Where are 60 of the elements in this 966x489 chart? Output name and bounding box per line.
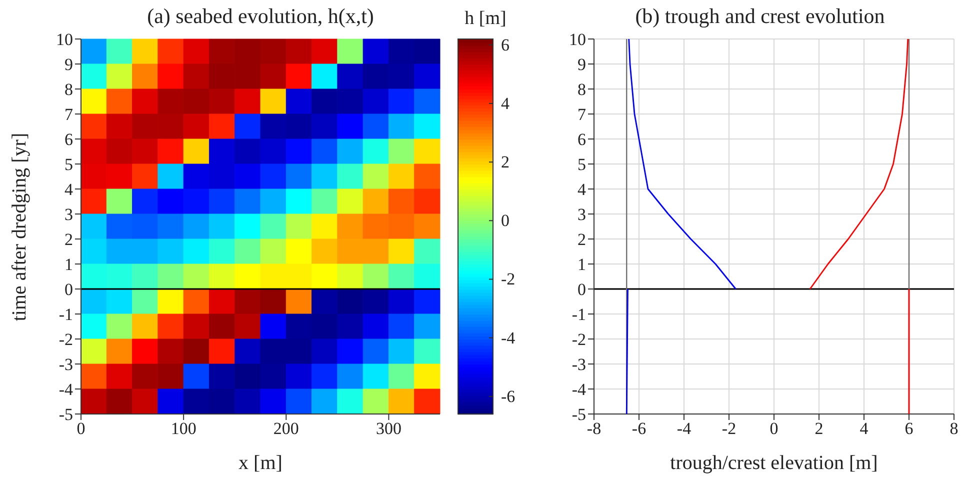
y-tick-label: 10 bbox=[56, 30, 73, 50]
y-tick-label: 3 bbox=[64, 205, 73, 224]
x-tick-label: 100 bbox=[170, 419, 196, 438]
y-tick-label: -2 bbox=[572, 330, 586, 350]
y-tick-label: -5 bbox=[58, 405, 73, 424]
y-tick-label: -3 bbox=[572, 355, 586, 374]
x-tick-label: 8 bbox=[950, 419, 958, 438]
y-tick-label: 4 bbox=[64, 180, 74, 200]
x-tick-label: 4 bbox=[860, 419, 869, 438]
line-series bbox=[628, 39, 736, 290]
x-axis-title: trough/crest elevation [m] bbox=[669, 452, 879, 475]
y-tick-label: 7 bbox=[64, 105, 74, 124]
y-tick-label: -5 bbox=[572, 405, 586, 424]
chart-title: (b) trough and crest evolution bbox=[634, 4, 886, 29]
y-tick-label: 9 bbox=[64, 55, 73, 74]
y-tick-label: -2 bbox=[58, 330, 73, 350]
y-tick-label: 8 bbox=[64, 80, 73, 100]
y-axis-title: time after dredging [yr] bbox=[8, 132, 32, 321]
y-tick-label: 2 bbox=[578, 230, 586, 250]
chart-title: (a) seabed evolution, h(x,t) bbox=[146, 4, 375, 29]
x-tick-label: 300 bbox=[376, 419, 402, 438]
x-tick-label: 200 bbox=[273, 419, 299, 438]
y-tick-label: 5 bbox=[64, 155, 73, 174]
color-bar-label: -2 bbox=[501, 270, 516, 289]
y-tick-label: 0 bbox=[64, 280, 73, 300]
y-tick-label: 2 bbox=[64, 230, 73, 250]
y-tick-label: -4 bbox=[572, 380, 586, 400]
y-tick-label: 6 bbox=[64, 130, 73, 150]
y-tick-label: 8 bbox=[578, 80, 586, 100]
x-tick-label: 6 bbox=[904, 419, 914, 438]
y-tick-label: 4 bbox=[578, 180, 586, 200]
color-bar-label: 2 bbox=[501, 152, 510, 172]
x-tick-label: -8 bbox=[586, 419, 602, 438]
x-tick-label: -2 bbox=[722, 419, 736, 438]
x-tick-label: 0 bbox=[770, 419, 778, 438]
x-axis-title: x [m] bbox=[238, 452, 284, 475]
y-tick-label: -4 bbox=[58, 380, 74, 400]
x-tick-label: -6 bbox=[632, 419, 646, 438]
color-bar-label: -4 bbox=[501, 328, 516, 348]
color-bar-title: h [m] bbox=[464, 8, 506, 29]
y-tick-label: 3 bbox=[578, 205, 586, 224]
y-tick-label: 1 bbox=[578, 255, 586, 274]
y-tick-label: -1 bbox=[58, 305, 73, 324]
y-tick-label: 5 bbox=[578, 155, 586, 174]
y-tick-label: 9 bbox=[578, 55, 586, 74]
y-tick-label: -1 bbox=[572, 305, 586, 324]
color-bar-label: 0 bbox=[501, 211, 510, 230]
line-series bbox=[809, 39, 909, 290]
y-tick-label: 10 bbox=[569, 30, 586, 50]
y-tick-label: 6 bbox=[578, 130, 586, 150]
color-bar-label: 6 bbox=[501, 35, 510, 54]
y-tick-label: 0 bbox=[578, 280, 586, 300]
y-tick-label: 1 bbox=[64, 255, 73, 274]
x-tick-label: 2 bbox=[814, 419, 824, 438]
y-tick-label: -3 bbox=[58, 355, 73, 374]
y-tick-label: 7 bbox=[578, 105, 586, 124]
color-bar-label: -6 bbox=[501, 386, 516, 406]
x-tick-label: -4 bbox=[676, 419, 692, 438]
color-bar-label: 4 bbox=[501, 94, 510, 113]
x-tick-label: 0 bbox=[76, 419, 86, 438]
